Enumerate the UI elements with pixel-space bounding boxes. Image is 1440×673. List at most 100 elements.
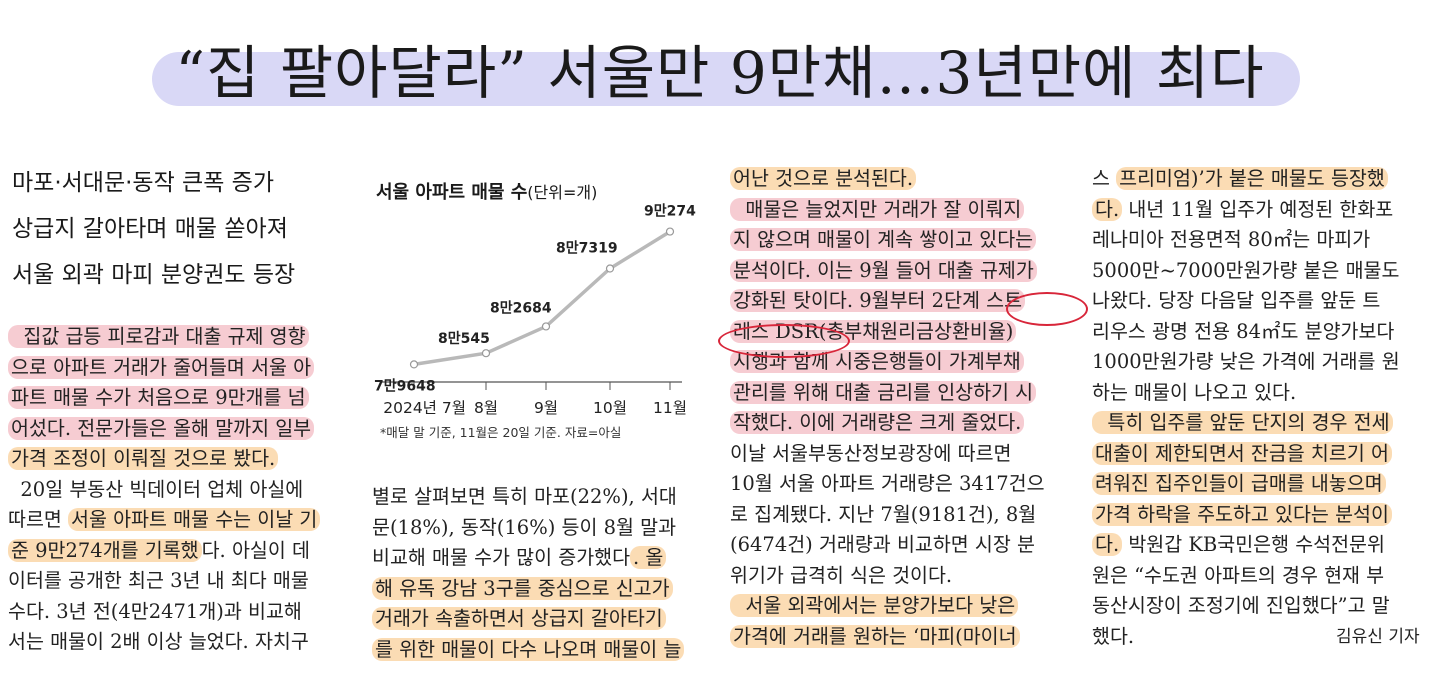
- x-tick-label: 8월: [474, 399, 498, 417]
- text-line: 려워진 집주인들이 급매를 내놓으며: [1092, 469, 1400, 500]
- text-line: 별로 살펴보면 특히 마포(22%), 서대: [372, 482, 684, 513]
- headline-band: [152, 52, 1300, 106]
- text-line: 다. 내년 11월 입주가 예정된 한화포: [1092, 195, 1400, 226]
- plain-text: 동산시장이 조정기에 진입했다”고 말: [1092, 594, 1390, 617]
- dsr-circle-2: [718, 324, 850, 358]
- plain-text: 원은 “수도권 아파트의 경우 현재 부: [1092, 563, 1385, 587]
- highlighted-text: 관리를 위해 대출 금리를 인상하기 시: [730, 380, 1037, 404]
- text-line: 로 집계됐다. 지난 7월(9181건), 8월: [730, 500, 1045, 531]
- data-label: 8만7319: [556, 241, 618, 257]
- text-line: 이날 서울부동산정보광장에 따르면: [730, 439, 1045, 470]
- data-point: [541, 322, 551, 331]
- text-line: 했다. 김유신 기자: [1092, 622, 1420, 653]
- chart-unit: (단위=개): [527, 183, 598, 202]
- text-line: 리우스 광명 전용 84㎡도 분양가보다: [1092, 317, 1400, 348]
- plain-text: 하는 매물이 나오고 있다.: [1092, 380, 1297, 404]
- highlighted-text: 파트 매물 수가 처음으로 9만개를 넘: [8, 386, 309, 409]
- text-line: 10월 서울 아파트 거래량은 3417건으: [730, 469, 1045, 500]
- text-line: 작했다. 이에 거래량은 크게 줄었다.: [730, 408, 1045, 439]
- dsr-circle-1: [1006, 292, 1088, 326]
- highlighted-text: 으로 아파트 거래가 줄어들며 서울 아: [8, 355, 315, 379]
- highlighted-text: 매물은 늘었지만 거래가 잘 이뤄지: [730, 197, 1025, 221]
- text-line: 수다. 3년 전(4만2471개)과 비교해: [8, 597, 320, 628]
- subheads: 마포·서대문·동작 큰폭 증가 상급지 갈아타며 매물 쏟아져 서울 외곽 마피…: [12, 160, 295, 298]
- x-tick-label: 11월: [653, 399, 687, 417]
- text-line: 준 9만274개를 기록했 다. 아실이 데: [8, 536, 320, 567]
- text-line: 비교해 매물 수가 많이 증가했다. 올: [372, 543, 684, 574]
- text-line: 서울 외곽에서는 분양가보다 낮은: [730, 591, 1045, 622]
- article-column-3: 어난 것으로 분석된다. 매물은 늘었지만 거래가 잘 이뤄지 지 않으며 매물이…: [730, 164, 1045, 652]
- chart-title: 서울 아파트 매물 수(단위=개): [376, 178, 597, 204]
- text-line: 따르면 서울 아파트 매물 수는 이날 기: [8, 505, 321, 536]
- highlighted-text: 어섰다. 전문가들은 올해 말까지 일부: [8, 416, 315, 440]
- text-line: 해 유독 강남 3구를 중심으로 신고가: [372, 574, 684, 605]
- highlighted-text: 특히 입주를 앞둔 단지의 경우 전세: [1092, 411, 1393, 434]
- text-line: 이터를 공개한 최근 3년 내 최다 매물: [8, 566, 320, 597]
- text-line: 원은 “수도권 아파트의 경우 현재 부: [1092, 561, 1400, 592]
- highlighted-text: 가격에 거래를 원하는 ‘마피(마이너: [730, 624, 1020, 648]
- highlighted-text: 가격 조정이 이뤄질 것으로 봤다.: [8, 447, 279, 470]
- chart-plot: 7만9648 2024년 7월 8만545 8월 8만2684 9월 8만7319 10월 9만…: [374, 204, 696, 417]
- x-tick-label: 10월: [593, 399, 627, 417]
- plain-text: 다. 아실이 데: [201, 538, 310, 562]
- highlighted-text: 강화된 탓이다. 9월부터 2단계 스트: [730, 289, 1026, 312]
- highlighted-text: 대출이 제한되면서 잔금을 치르기 어: [1092, 441, 1392, 465]
- highlighted-text: 지 않으며 매물이 계속 쌓이고 있다는: [730, 228, 1037, 251]
- plain-text: 1000만원가량 낮은 가격에 거래를 원: [1092, 350, 1400, 373]
- text-line: 집값 급등 피로감과 대출 규제 영향: [8, 322, 320, 353]
- x-tick-label: 9월: [534, 399, 558, 417]
- plain-text: 리우스 광명 전용 84㎡도 분양가보다: [1092, 319, 1395, 343]
- plain-text: 이터를 공개한 최근 3년 내 최다 매물: [8, 569, 309, 592]
- text-line: 하는 매물이 나오고 있다.: [1092, 378, 1400, 409]
- plain-text: 레나미아 전용면적 80㎡는 마피가: [1092, 228, 1371, 251]
- highlighted-text: 려워진 집주인들이 급매를 내놓으며: [1092, 472, 1386, 495]
- plain-text: (6474건) 거래량과 비교하면 시장 분: [730, 533, 1035, 556]
- text-line: 나왔다. 당장 다음달 입주를 앞둔 트: [1092, 286, 1400, 317]
- plain-text: 별로 살펴보면 특히 마포(22%), 서대: [372, 485, 677, 508]
- highlighted-text: 다.: [1092, 197, 1123, 221]
- plain-text: 수다. 3년 전(4만2471개)과 비교해: [8, 599, 302, 623]
- text-line: 레나미아 전용면적 80㎡는 마피가: [1092, 225, 1400, 256]
- text-line: 위기가 급격히 식은 것이다.: [730, 561, 1045, 592]
- text-line: 강화된 탓이다. 9월부터 2단계 스트: [730, 286, 1045, 317]
- text-line: 문(18%), 동작(16%) 등이 8월 말과: [372, 513, 684, 544]
- text-line: 특히 입주를 앞둔 단지의 경우 전세: [1092, 408, 1400, 439]
- highlighted-text: 거래가 속출하면서 상급지 갈아타기: [372, 607, 666, 630]
- plain-text: 서는 매물이 2배 이상 늘었다. 자치구: [8, 630, 309, 653]
- data-point: [481, 349, 491, 358]
- highlighted-text: 가격 하락을 주도하고 있다는 분석이: [1092, 502, 1392, 526]
- data-point: [409, 360, 419, 369]
- subhead-1: 마포·서대문·동작 큰폭 증가: [12, 170, 275, 196]
- text-line: 으로 아파트 거래가 줄어들며 서울 아: [8, 353, 320, 384]
- headline: “집 팔아달라” 서울만 9만채…3년만에 최다: [175, 39, 1265, 107]
- text-line: (6474건) 거래량과 비교하면 시장 분: [730, 530, 1045, 561]
- highlighted-text: 를 위한 매물이 다수 나오며 매물이 늘: [372, 637, 685, 661]
- plain-text: 위기가 급격히 식은 것이다.: [730, 563, 953, 587]
- plain-text: 따르면: [8, 508, 69, 531]
- plain-text: 했다.: [1092, 624, 1135, 648]
- data-point: [665, 227, 675, 236]
- data-label: 8만2684: [490, 300, 552, 316]
- plain-text: 박원갑 KB국민은행 수석전문위: [1122, 533, 1385, 556]
- text-line: 관리를 위해 대출 금리를 인상하기 시: [730, 378, 1045, 409]
- highlighted-text: . 올: [630, 546, 667, 569]
- highlighted-text: 프리미엄)’가 붙은 매물도 등장했: [1116, 167, 1388, 190]
- plain-text: 문(18%), 동작(16%) 등이 8월 말과: [372, 515, 677, 539]
- text-line: 를 위한 매물이 다수 나오며 매물이 늘: [372, 635, 685, 666]
- plain-text: 20일 부동산 빅데이터 업체 아실에: [8, 477, 304, 501]
- byline: 김유신 기자: [1336, 626, 1420, 647]
- plain-text: 스: [1092, 167, 1117, 190]
- text-line: 5000만~7000만원가량 붙은 매물도: [1092, 256, 1400, 287]
- plain-text: 내년 11월 입주가 예정된 한화포: [1122, 197, 1394, 221]
- text-line: 지 않으며 매물이 계속 쌓이고 있다는: [730, 225, 1045, 256]
- x-tick-label: 2024년 7월: [383, 399, 466, 417]
- chart-title-text: 서울 아파트 매물 수: [376, 182, 528, 203]
- highlighted-text: 작했다. 이에 거래량은 크게 줄었다.: [730, 411, 1025, 434]
- plain-text: 비교해 매물 수가 많이 증가했다: [372, 546, 631, 569]
- data-label: 9만274: [644, 204, 696, 220]
- text-line: 파트 매물 수가 처음으로 9만개를 넘: [8, 383, 320, 414]
- highlighted-text: 서울 외곽에서는 분양가보다 낮은: [730, 594, 1019, 617]
- text-line: 가격에 거래를 원하는 ‘마피(마이너: [730, 622, 1045, 653]
